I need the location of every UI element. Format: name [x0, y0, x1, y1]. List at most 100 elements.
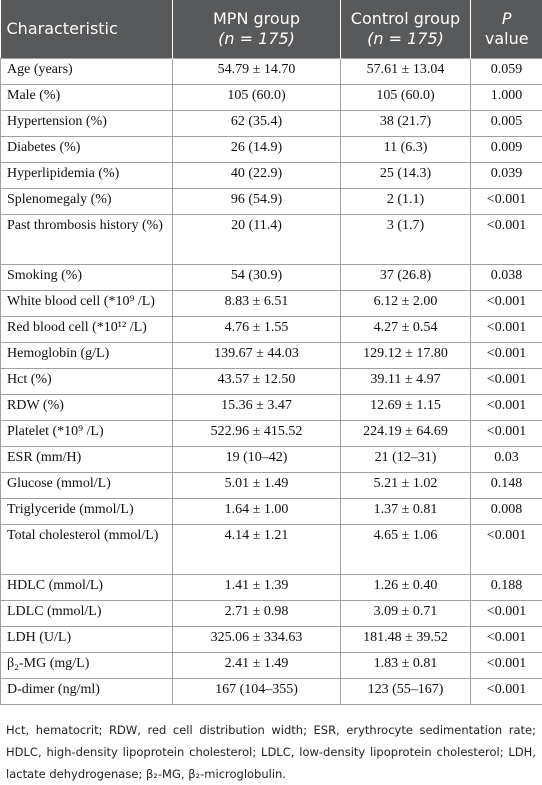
- table-row: D-dimer (ng/ml)167 (104–355)123 (55–167)…: [1, 679, 542, 705]
- row-label: Hct (%): [1, 369, 173, 395]
- cell: 0.03: [471, 447, 542, 473]
- cell: 8.83 ± 6.51: [173, 291, 341, 317]
- row-label: White blood cell (*10⁹ /L): [1, 291, 173, 317]
- table-row: Past thrombosis history (%)20 (11.4)3 (1…: [1, 215, 542, 265]
- cell: 43.57 ± 12.50: [173, 369, 341, 395]
- table-row: Smoking (%)54 (30.9)37 (26.8)0.038: [1, 265, 542, 291]
- table-row: Hyperlipidemia (%)40 (22.9)25 (14.3)0.03…: [1, 163, 542, 189]
- cell: 522.96 ± 415.52: [173, 421, 341, 447]
- cell: 0.039: [471, 163, 542, 189]
- table-row: Splenomegaly (%)96 (54.9)2 (1.1)<0.001: [1, 189, 542, 215]
- row-label: β₂-MG (mg/L): [1, 653, 173, 679]
- cell: 1.41 ± 1.39: [173, 575, 341, 601]
- cell: <0.001: [471, 317, 542, 343]
- cell: <0.001: [471, 627, 542, 653]
- cell: 1.83 ± 0.81: [341, 653, 471, 679]
- cell: 0.148: [471, 473, 542, 499]
- cell: 105 (60.0): [173, 85, 341, 111]
- cell: 3.09 ± 0.71: [341, 601, 471, 627]
- cell: 96 (54.9): [173, 189, 341, 215]
- cell: 1.64 ± 1.00: [173, 499, 341, 525]
- cell: 54 (30.9): [173, 265, 341, 291]
- cell: 38 (21.7): [341, 111, 471, 137]
- row-label: LDLC (mmol/L): [1, 601, 173, 627]
- cell: 139.67 ± 44.03: [173, 343, 341, 369]
- cell: 21 (12–31): [341, 447, 471, 473]
- cell: 1.26 ± 0.40: [341, 575, 471, 601]
- cell: 15.36 ± 3.47: [173, 395, 341, 421]
- cell: 12.69 ± 1.15: [341, 395, 471, 421]
- header-text: P: [502, 9, 512, 28]
- cell: 0.188: [471, 575, 542, 601]
- row-label: ESR (mm/H): [1, 447, 173, 473]
- cell: <0.001: [471, 343, 542, 369]
- row-label: Hyperlipidemia (%): [1, 163, 173, 189]
- header-text: MPN group: [213, 9, 300, 28]
- row-label: Past thrombosis history (%): [1, 215, 173, 265]
- cell: 2.41 ± 1.49: [173, 653, 341, 679]
- row-label: LDH (U/L): [1, 627, 173, 653]
- cell: 4.76 ± 1.55: [173, 317, 341, 343]
- cell: <0.001: [471, 421, 542, 447]
- cell: 4.14 ± 1.21: [173, 525, 341, 575]
- header-cell: Characteristic: [1, 0, 173, 59]
- row-label: Splenomegaly (%): [1, 189, 173, 215]
- header-cell: Control group(n = 175): [341, 0, 471, 59]
- row-label: Total cholesterol (mmol/L): [1, 525, 173, 575]
- cell: 4.65 ± 1.06: [341, 525, 471, 575]
- header-text: (n = 175): [367, 29, 444, 48]
- cell: 129.12 ± 17.80: [341, 343, 471, 369]
- cell: 0.008: [471, 499, 542, 525]
- cell: 5.01 ± 1.49: [173, 473, 341, 499]
- header-text: Control group: [351, 9, 460, 28]
- cell: 39.11 ± 4.97: [341, 369, 471, 395]
- cell: 4.27 ± 0.54: [341, 317, 471, 343]
- row-label: Age (years): [1, 59, 173, 85]
- cell: 5.21 ± 1.02: [341, 473, 471, 499]
- table-row: ESR (mm/H)19 (10–42)21 (12–31)0.03: [1, 447, 542, 473]
- row-label: Smoking (%): [1, 265, 173, 291]
- cell: 1.000: [471, 85, 542, 111]
- cell: <0.001: [471, 525, 542, 575]
- row-label: Glucose (mmol/L): [1, 473, 173, 499]
- cell: 54.79 ± 14.70: [173, 59, 341, 85]
- cell: <0.001: [471, 679, 542, 705]
- data-table: Characteristic MPN group(n = 175) Contro…: [0, 0, 542, 705]
- cell: 325.06 ± 334.63: [173, 627, 341, 653]
- header-text: Characteristic: [7, 19, 118, 38]
- cell: <0.001: [471, 291, 542, 317]
- header-cell: MPN group(n = 175): [173, 0, 341, 59]
- row-label: D-dimer (ng/ml): [1, 679, 173, 705]
- cell: 2 (1.1): [341, 189, 471, 215]
- row-label: Platelet (*10⁹ /L): [1, 421, 173, 447]
- cell: 25 (14.3): [341, 163, 471, 189]
- cell: <0.001: [471, 653, 542, 679]
- cell: 19 (10–42): [173, 447, 341, 473]
- cell: 37 (26.8): [341, 265, 471, 291]
- table-row: Male (%)105 (60.0)105 (60.0)1.000: [1, 85, 542, 111]
- cell: 167 (104–355): [173, 679, 341, 705]
- row-label: Triglyceride (mmol/L): [1, 499, 173, 525]
- header-text: (n = 175): [218, 29, 295, 48]
- page: {"table": { "header": [ {"line1": "Chara…: [0, 0, 542, 744]
- row-label: HDLC (mmol/L): [1, 575, 173, 601]
- table-row: Diabetes (%)26 (14.9)11 (6.3)0.009: [1, 137, 542, 163]
- cell: 62 (35.4): [173, 111, 341, 137]
- cell: 0.038: [471, 265, 542, 291]
- cell: 6.12 ± 2.00: [341, 291, 471, 317]
- cell: 0.059: [471, 59, 542, 85]
- cell: <0.001: [471, 601, 542, 627]
- cell: <0.001: [471, 395, 542, 421]
